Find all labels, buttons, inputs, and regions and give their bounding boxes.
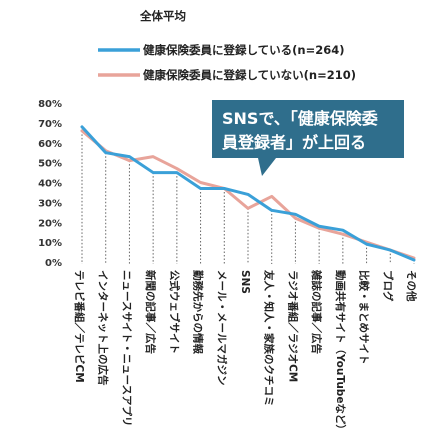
annotation-line-2: 員登録者」が上回る — [221, 133, 366, 152]
y-tick-label: 50% — [38, 159, 62, 170]
x-category-label: テレビ番組／テレビCM — [73, 270, 86, 383]
legend-label-not-registered: 健康保険委員に登録していない(n=210) — [143, 68, 356, 82]
x-category-label: 公式ウェブサイト — [168, 270, 181, 354]
x-category-label: 比較・まとめサイト — [358, 270, 371, 365]
y-axis-tick-labels: 0% 10% 20% 30% 40% 50% 60% 70% 80% — [38, 99, 62, 269]
x-category-label: ニュースサイト・ニュースアプリ — [120, 270, 133, 426]
y-tick-label: 40% — [38, 179, 62, 190]
gridlines — [81, 130, 415, 264]
x-category-label: 友人・知人・家族のクチコミ — [263, 269, 276, 407]
x-category-label: メール・メールマガジン — [215, 270, 228, 386]
y-tick-label: 60% — [38, 139, 62, 150]
legend-label-registered: 健康保険委員に登録している(n=264) — [143, 43, 345, 57]
series-lines — [80, 125, 416, 262]
annotation-line-1: SNSで、「健康保険委 — [222, 109, 379, 128]
x-category-label: ラジオ番組／ラジオCM — [286, 270, 299, 382]
y-tick-label: 30% — [38, 198, 62, 209]
annotation-box — [212, 100, 404, 158]
x-category-label: その他 — [405, 270, 418, 302]
legend-title: 全体平均 — [139, 9, 186, 23]
legend: 全体平均 健康保険委員に登録している(n=264) 健康保険委員に登録していない… — [98, 9, 356, 82]
annotation-callout: SNSで、「健康保険委 員登録者」が上回る — [212, 100, 404, 176]
x-category-label: 雑誌の記事／広告 — [310, 269, 323, 354]
x-category-label: ブログ — [381, 270, 394, 302]
y-tick-label: 20% — [38, 218, 62, 229]
series-line-registered — [80, 125, 416, 262]
x-category-label: インターネット上の広告 — [97, 270, 110, 386]
x-category-label: 勤務先からの情報 — [192, 270, 205, 354]
y-tick-label: 70% — [38, 119, 62, 130]
y-tick-label: 0% — [45, 258, 62, 269]
x-category-label: SNS — [239, 270, 251, 294]
x-category-label: 動画共有サイト（YouTubeなど） — [334, 270, 347, 435]
annotation-pointer — [258, 158, 276, 176]
x-category-label: 新聞の記事／広告 — [144, 270, 157, 354]
y-tick-label: 10% — [38, 238, 62, 249]
y-tick-label: 80% — [38, 99, 62, 110]
x-axis-category-labels: テレビ番組／テレビCM インターネット上の広告 ニュースサイト・ニュースアプリ 新聞の… — [73, 269, 418, 435]
